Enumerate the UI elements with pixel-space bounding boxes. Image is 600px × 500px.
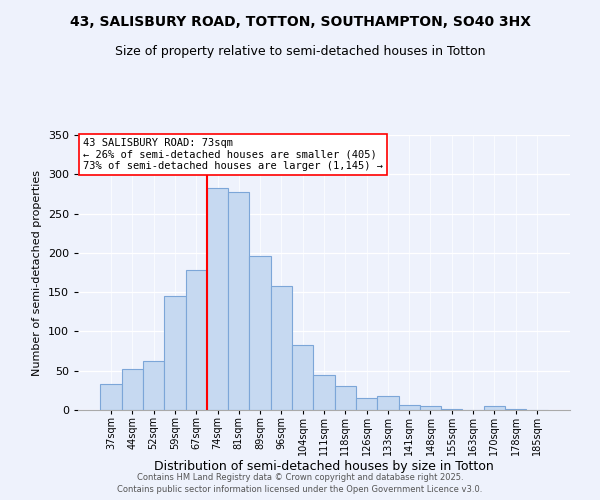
Bar — [335, 386, 356, 410]
Bar — [122, 369, 143, 410]
Bar — [505, 409, 526, 410]
Bar — [292, 345, 313, 410]
Bar — [356, 398, 377, 410]
Bar — [143, 362, 164, 410]
Bar — [250, 256, 271, 410]
Bar — [398, 406, 420, 410]
Y-axis label: Number of semi-detached properties: Number of semi-detached properties — [32, 170, 42, 376]
Bar — [164, 296, 185, 410]
Text: Contains HM Land Registry data © Crown copyright and database right 2025.: Contains HM Land Registry data © Crown c… — [137, 472, 463, 482]
Bar — [377, 396, 398, 410]
Bar — [207, 188, 228, 410]
Text: Size of property relative to semi-detached houses in Totton: Size of property relative to semi-detach… — [115, 45, 485, 58]
Bar — [484, 406, 505, 410]
Text: 43 SALISBURY ROAD: 73sqm
← 26% of semi-detached houses are smaller (405)
73% of : 43 SALISBURY ROAD: 73sqm ← 26% of semi-d… — [83, 138, 383, 171]
Text: 43, SALISBURY ROAD, TOTTON, SOUTHAMPTON, SO40 3HX: 43, SALISBURY ROAD, TOTTON, SOUTHAMPTON,… — [70, 15, 530, 29]
Bar — [228, 192, 250, 410]
Bar — [100, 384, 122, 410]
Bar — [185, 270, 207, 410]
Text: Contains public sector information licensed under the Open Government Licence v3: Contains public sector information licen… — [118, 485, 482, 494]
Bar — [313, 374, 335, 410]
X-axis label: Distribution of semi-detached houses by size in Totton: Distribution of semi-detached houses by … — [154, 460, 494, 473]
Bar — [441, 409, 463, 410]
Bar — [271, 286, 292, 410]
Bar — [420, 406, 441, 410]
